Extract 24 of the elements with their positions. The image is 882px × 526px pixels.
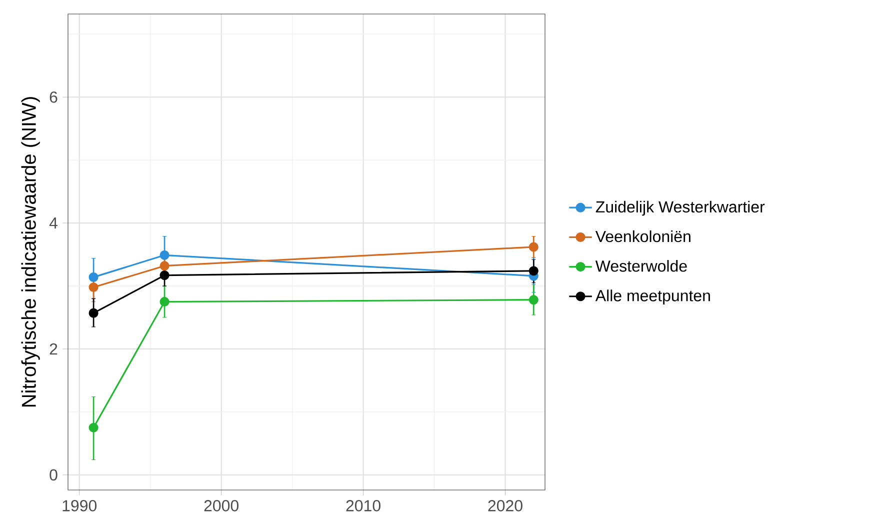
legend-label: Alle meetpunten <box>595 290 710 305</box>
x-tick-label: 2000 <box>204 500 238 512</box>
point <box>160 270 170 280</box>
legend-label: Westerwolde <box>595 260 687 272</box>
point <box>160 250 170 260</box>
point <box>528 242 538 252</box>
point <box>528 266 538 276</box>
point <box>160 261 170 271</box>
point <box>88 272 98 282</box>
point <box>160 296 170 307</box>
y-tick-label: 4 <box>49 218 58 229</box>
y-tick-label: 6 <box>50 91 58 103</box>
legend-label: Zuidelijk Westerkwartier <box>596 200 765 216</box>
point <box>88 308 98 318</box>
x-tick-label: 2010 <box>346 500 380 512</box>
point <box>88 422 98 432</box>
y-tick-label: 0 <box>50 469 58 481</box>
y-tick-label: 2 <box>50 343 58 355</box>
x-tick-label: 2020 <box>488 500 522 512</box>
y-axis-title: Nitrofytische indicatiewaarde (NIW) <box>21 97 40 407</box>
point <box>88 282 98 292</box>
x-tick-label: 1990 <box>62 500 97 512</box>
point <box>528 295 538 305</box>
legend-label: Veenkoloniën <box>595 230 690 242</box>
